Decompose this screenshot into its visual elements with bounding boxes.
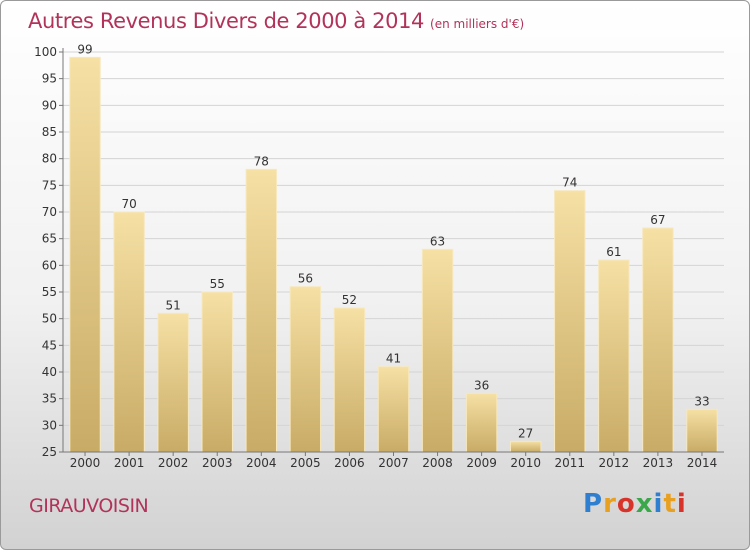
x-tick-label-2003: 2003 xyxy=(202,456,233,470)
y-tick-label: 90 xyxy=(42,98,57,112)
bar-2008 xyxy=(421,248,454,453)
bar-2009 xyxy=(465,392,498,453)
y-tick-label: 100 xyxy=(34,45,57,59)
data-label-2003: 55 xyxy=(210,277,225,291)
x-tick-label-2012: 2012 xyxy=(599,456,630,470)
data-label-2014: 33 xyxy=(694,394,709,408)
logo-letter: P xyxy=(583,489,604,519)
x-tick-label-2013: 2013 xyxy=(643,456,674,470)
y-tick-label: 85 xyxy=(42,125,57,139)
bar-2001 xyxy=(113,211,145,453)
axes: 25 30 35 40 45 50 55 60 65 70 75 80 85 90 95 100 2000 200… xyxy=(34,45,724,470)
chart-title-text: Autres Revenus Divers de 2000 à 2014 xyxy=(28,9,425,33)
data-label-2010: 27 xyxy=(518,426,533,440)
bar-2014 xyxy=(686,408,718,453)
bar-2011 xyxy=(554,190,586,453)
x-tick-label-2010: 2010 xyxy=(510,456,541,470)
data-label-2013: 67 xyxy=(650,213,665,227)
x-tick-label-2002: 2002 xyxy=(158,456,189,470)
bar-2005 xyxy=(289,286,322,453)
y-tick-label: 70 xyxy=(42,205,57,219)
logo-letter: t xyxy=(663,489,677,519)
y-tick-label: 95 xyxy=(42,72,57,86)
x-tick-label-2007: 2007 xyxy=(378,456,409,470)
logo-letter: o xyxy=(616,489,636,519)
bar-2004 xyxy=(245,168,278,453)
bar-2002 xyxy=(157,312,189,453)
data-label-2000: 99 xyxy=(77,42,92,56)
logo-letter: x xyxy=(635,489,654,519)
y-tick-label: 45 xyxy=(42,338,57,352)
y-tick-label: 75 xyxy=(42,178,57,192)
x-tick-label-2004: 2004 xyxy=(246,456,277,470)
y-tick-label: 30 xyxy=(42,418,57,432)
data-label-2011: 74 xyxy=(562,176,577,190)
bar-2012 xyxy=(598,259,630,453)
y-tick-label: 35 xyxy=(42,392,57,406)
x-tick-label-2006: 2006 xyxy=(334,456,365,470)
x-tick-label-2014: 2014 xyxy=(687,456,718,470)
y-tick-label: 25 xyxy=(42,445,57,459)
data-labels: 99 70 51 55 78 56 52 41 63 36 27 74 61 67 33 xyxy=(77,42,709,440)
x-tick-label-2005: 2005 xyxy=(290,456,321,470)
chart-title-unit: (en milliers d'€) xyxy=(430,17,525,31)
data-label-2006: 52 xyxy=(342,293,357,307)
y-tick-label: 50 xyxy=(42,312,57,326)
data-label-2009: 36 xyxy=(474,378,489,392)
bar-2013 xyxy=(642,227,674,453)
logo-letter: i xyxy=(653,489,664,519)
y-tick-label: 55 xyxy=(42,285,57,299)
bar-2007 xyxy=(377,366,410,453)
bar-2010 xyxy=(509,440,542,453)
logo-letter: r xyxy=(603,489,617,519)
chart-title: Autres Revenus Divers de 2000 à 2014 (en … xyxy=(28,9,524,33)
data-label-2004: 78 xyxy=(254,154,269,168)
data-label-2007: 41 xyxy=(386,352,401,366)
y-tick-label: 60 xyxy=(42,258,57,272)
y-tick-label: 80 xyxy=(42,152,57,166)
data-label-2001: 70 xyxy=(121,197,136,211)
bar-2000 xyxy=(69,56,101,453)
x-tick-label-2001: 2001 xyxy=(114,456,145,470)
x-tick-label-2008: 2008 xyxy=(422,456,453,470)
data-label-2005: 56 xyxy=(298,272,313,286)
x-tick-label-2009: 2009 xyxy=(466,456,497,470)
logo-letter: i xyxy=(676,489,687,519)
x-tick-label-2000: 2000 xyxy=(70,456,101,470)
bar-2006 xyxy=(333,307,366,453)
y-tick-label: 40 xyxy=(42,365,57,379)
x-tick-label-2011: 2011 xyxy=(554,456,585,470)
location-name: GIRAUVOISIN xyxy=(29,495,149,517)
data-label-2012: 61 xyxy=(606,245,621,259)
data-label-2008: 63 xyxy=(430,234,445,248)
bars xyxy=(69,56,718,453)
data-label-2002: 51 xyxy=(166,298,181,312)
bar-2003 xyxy=(201,291,233,453)
proxiti-logo: Proxiti xyxy=(583,489,687,519)
y-tick-label: 65 xyxy=(42,232,57,246)
